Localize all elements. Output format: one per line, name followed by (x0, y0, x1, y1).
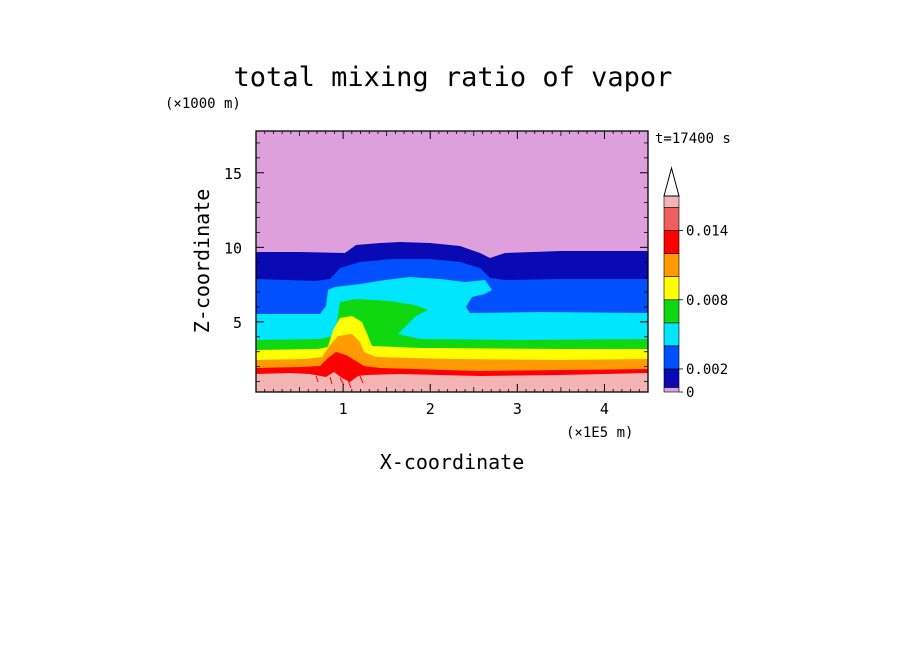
y-tick-label: 10 (224, 239, 242, 257)
colorbar-segment (663, 207, 680, 231)
y-tick-label: 15 (224, 165, 242, 183)
x-tick-label: 4 (600, 400, 609, 418)
colorbar-segment (663, 387, 680, 393)
colorbar-segment (663, 322, 680, 347)
colorbar-segment (663, 299, 680, 324)
x-tick-label: 3 (513, 400, 522, 418)
x-tick-label: 2 (426, 400, 435, 418)
band-pink-surface (256, 372, 648, 392)
axis-ticks (256, 131, 648, 392)
colorbar-segment (663, 195, 680, 208)
time-label: t=17400 s (655, 131, 731, 147)
colorbar-tick-label: 0.002 (686, 362, 728, 378)
y-axis-label: Z-coordinate (190, 189, 214, 334)
colorbar-tick-label: 0.014 (686, 224, 728, 240)
colorbar-extend-arrow (663, 166, 680, 197)
colorbar-segment (663, 230, 680, 254)
colorbar-segment (663, 345, 680, 370)
x-unit-label: (×1E5 m) (566, 425, 633, 441)
chart-title: total mixing ratio of vapor (234, 62, 673, 93)
y-tick-label: 5 (233, 314, 242, 332)
band-streaks (315, 375, 364, 389)
colorbar-segment (663, 276, 680, 301)
x-tick-label: 1 (339, 400, 348, 418)
x-axis-label: X-coordinate (380, 450, 525, 474)
colorbar-segment (663, 253, 680, 278)
colorbar: 0 0.002 0.008 0.014 (663, 166, 728, 401)
y-unit-label: (×1000 m) (165, 96, 241, 112)
colorbar-tick-label: 0 (686, 385, 694, 401)
colorbar-tick-label: 0.008 (686, 293, 728, 309)
plot-frame (255, 130, 649, 393)
contour-field (256, 131, 648, 392)
axis-tick-labels: 1 2 3 4 5 10 15 (224, 165, 609, 418)
colorbar-segment (663, 368, 680, 388)
